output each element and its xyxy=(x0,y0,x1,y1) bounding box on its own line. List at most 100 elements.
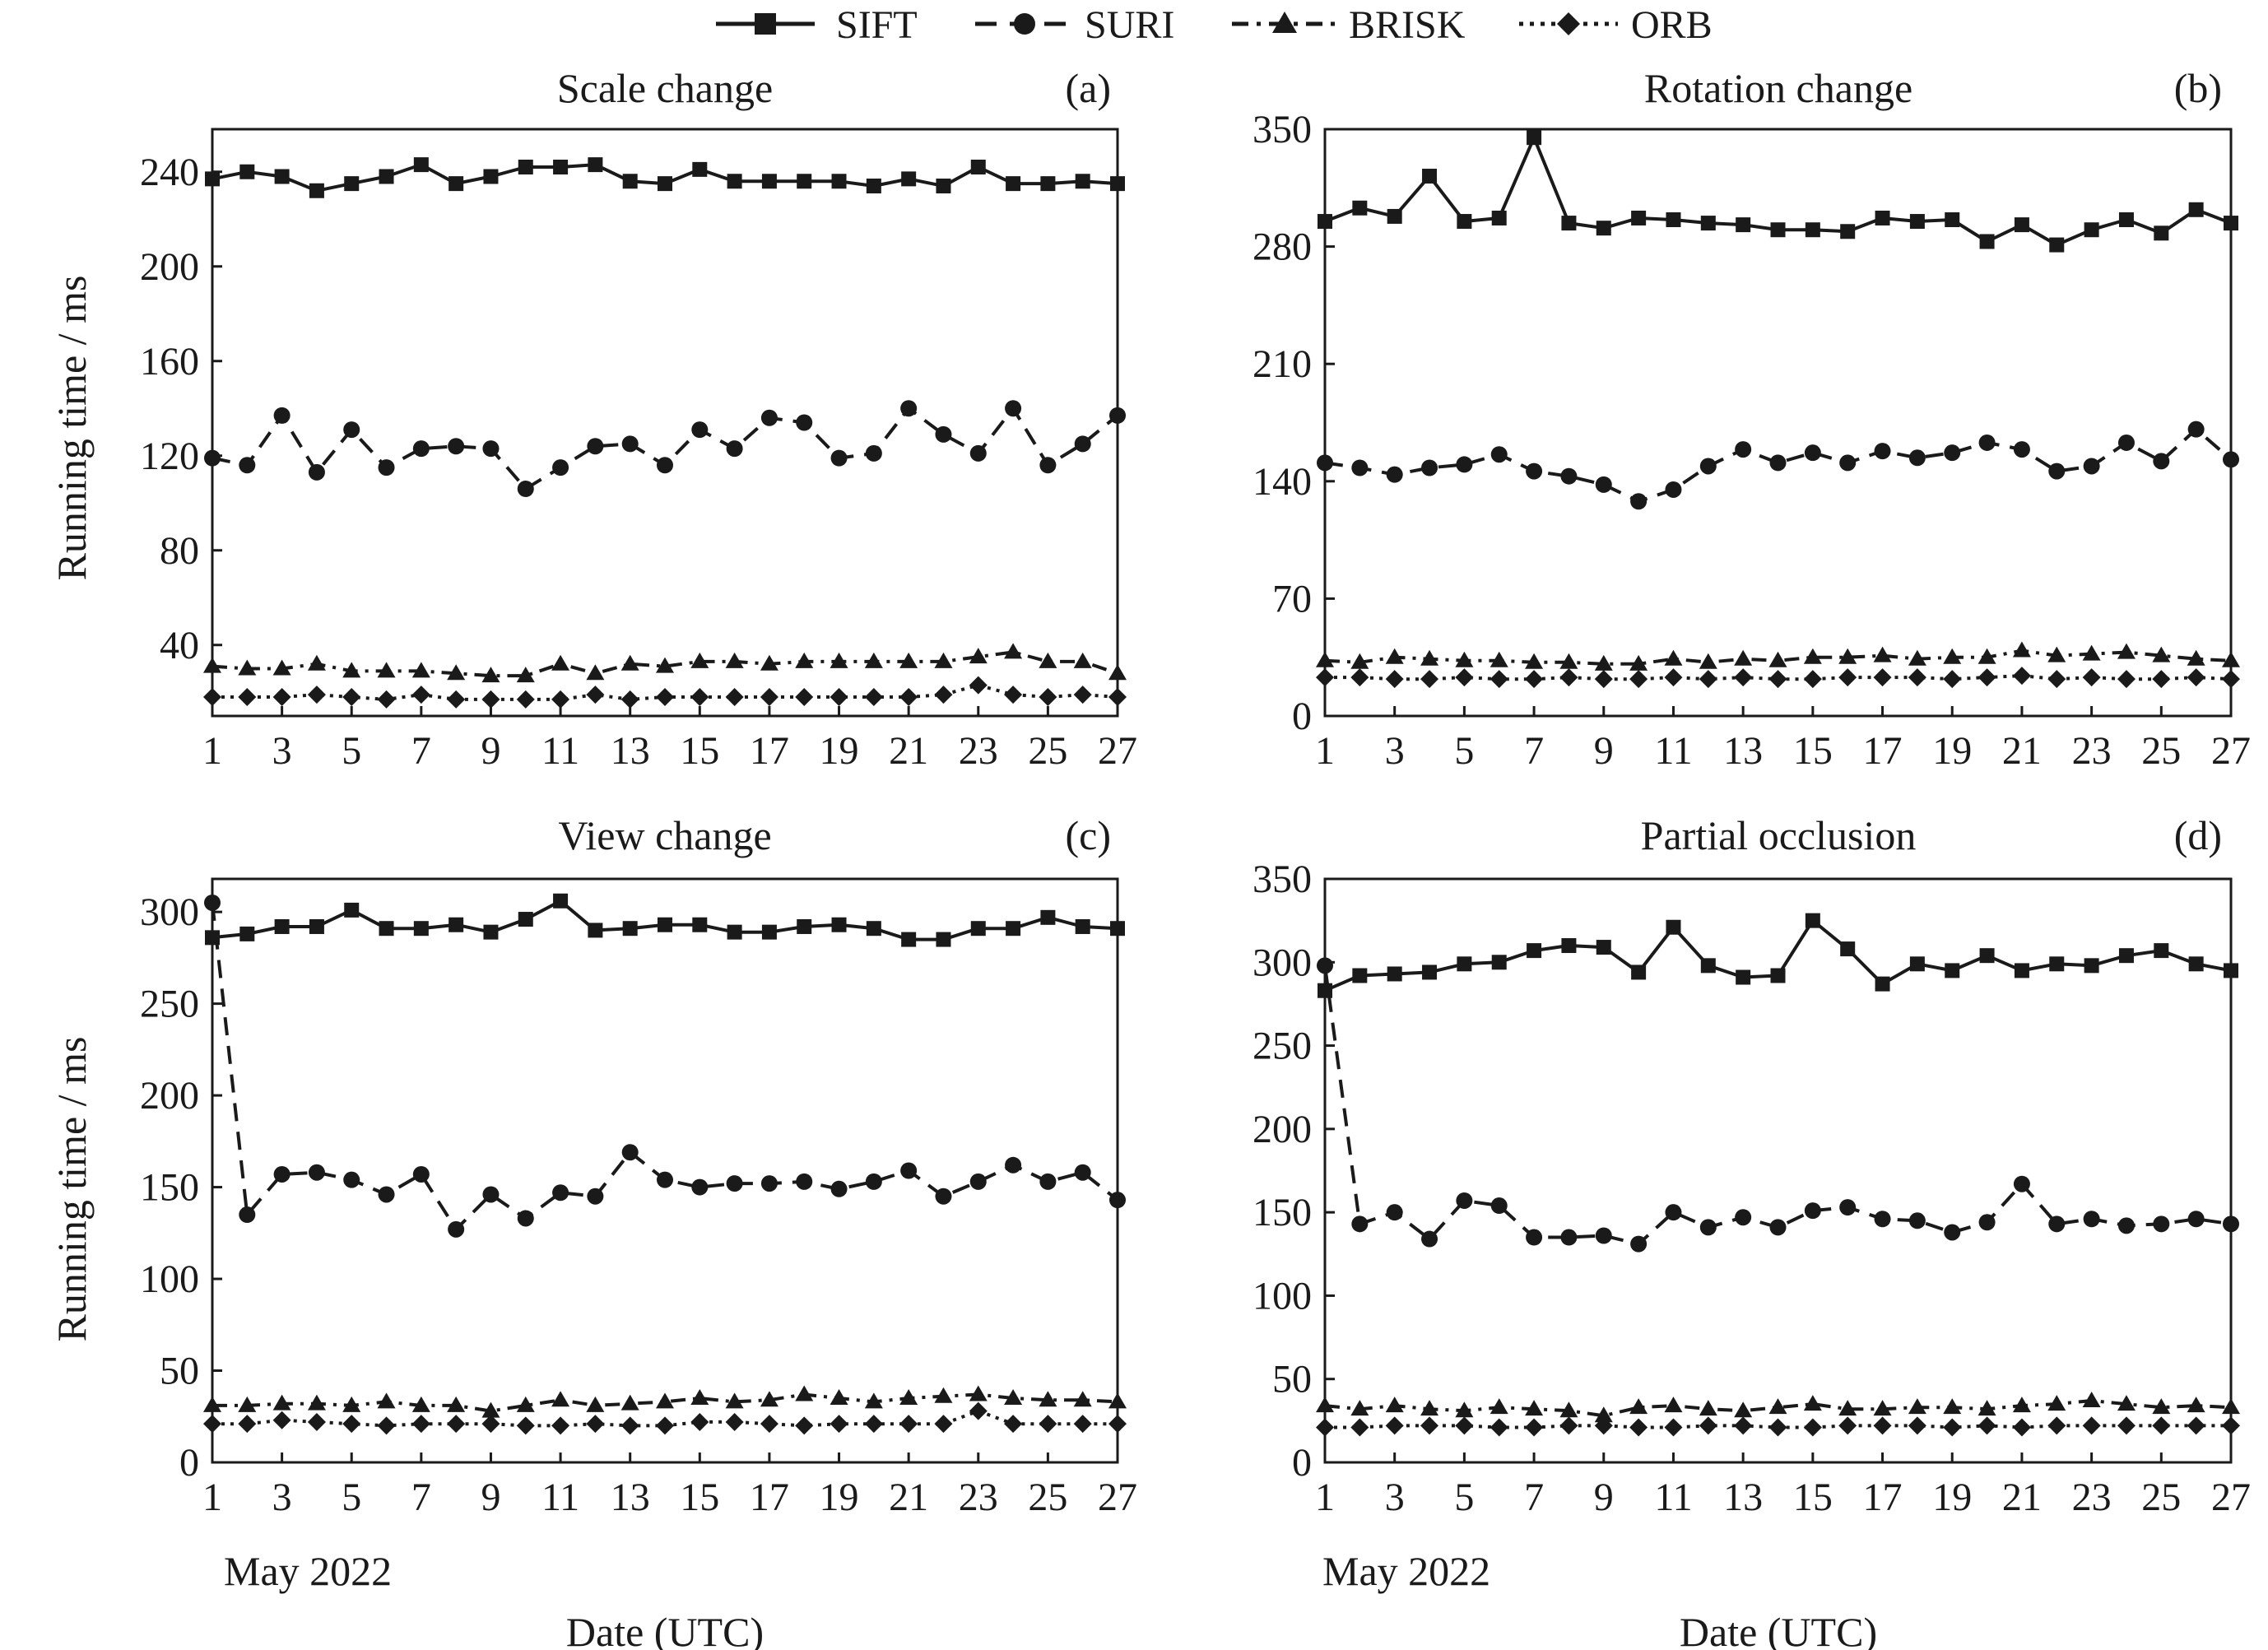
panel-d-series-sift-point-9 xyxy=(1631,964,1647,980)
panel-c-series-suri-point-4 xyxy=(343,1171,360,1188)
panel-b-series-brisk-point-18 xyxy=(1943,648,1962,664)
panel-d-xtick-label-2: 5 xyxy=(1454,1476,1474,1519)
panel-c-xtick-label-2: 5 xyxy=(342,1476,361,1519)
panel-c-xtick-label-5: 11 xyxy=(541,1476,579,1519)
panel-d-xtick-label-0: 1 xyxy=(1315,1476,1335,1519)
panel-b-xtick-label-3: 7 xyxy=(1524,729,1544,773)
panel-c-series-suri-point-13 xyxy=(657,1171,673,1188)
panel-d-series-sift-point-15 xyxy=(1840,941,1856,957)
panel-b-series-suri-point-15 xyxy=(1839,454,1857,472)
panel-b-series-suri-line xyxy=(1324,427,2233,504)
panel-c-series-orb-point-22 xyxy=(969,1401,988,1420)
panel-a-ytick-label-1: 80 xyxy=(160,529,199,573)
panel-b-series-suri-point-1 xyxy=(1351,459,1369,476)
panel-a-series-orb-point-21 xyxy=(934,686,953,704)
panel-a-series-sift-point-9 xyxy=(518,160,533,174)
panel-a-series-orb-point-15 xyxy=(725,688,744,706)
legend-item-sift: SIFT xyxy=(716,3,918,47)
panel-b-series-sift-point-3 xyxy=(1422,169,1438,184)
panel-b-series-orb-point-12 xyxy=(1734,668,1753,687)
panel-d-series-sift-point-1 xyxy=(1352,968,1368,983)
panel-d-series-suri-point-0 xyxy=(1317,957,1333,974)
panel-d-ytick-label-1: 50 xyxy=(1272,1358,1312,1401)
panel-a-series-brisk-point-19 xyxy=(864,652,883,668)
panel-c-xtick-label-9: 19 xyxy=(820,1476,859,1519)
panel-c-series-sift-point-1 xyxy=(239,926,255,941)
panel-a-series-orb-point-7 xyxy=(447,690,466,709)
panel-b-series-sift-point-12 xyxy=(1736,217,1751,233)
panel-a-xtick-label-5: 11 xyxy=(541,729,579,773)
panel-a-series-suri-point-7 xyxy=(448,438,465,455)
panel-b-series-orb-point-21 xyxy=(2047,670,2066,689)
panel-a-ytick-label-5: 240 xyxy=(140,151,199,194)
panel-c-series-sift-point-18 xyxy=(831,917,847,932)
panel-d-xtick-label-1: 3 xyxy=(1385,1476,1405,1519)
panel-a-series-sift-point-7 xyxy=(448,176,464,192)
panel-b-series-suri-point-16 xyxy=(1874,443,1891,460)
panel-b-ytick-label-4: 280 xyxy=(1253,225,1312,269)
panel-a-xtick-label-1: 3 xyxy=(272,729,292,773)
panel-b-series-brisk-point-4 xyxy=(1455,651,1474,667)
panel-c-series-suri-point-14 xyxy=(691,1178,709,1196)
panel-a-ytick-label-4: 200 xyxy=(140,245,199,289)
panel-a-ytick-label-2: 120 xyxy=(140,435,199,478)
panel-a-series-sift-point-19 xyxy=(866,179,881,193)
panel-d-series-suri-point-20 xyxy=(2013,1175,2030,1192)
panel-a-series-suri xyxy=(204,400,1126,497)
panel-c-title: View change xyxy=(558,812,771,858)
panel-a-series-suri-point-12 xyxy=(621,435,639,453)
panel-d-series-suri-point-5 xyxy=(1490,1197,1508,1215)
panel-c-series-sift-point-2 xyxy=(274,918,290,934)
panel-c-series-suri-point-1 xyxy=(239,1206,256,1224)
panel-d-series-orb-point-20 xyxy=(2012,1418,2031,1437)
panel-a-xtick-label-0: 1 xyxy=(202,729,222,773)
panel-d-series-orb-point-21 xyxy=(2047,1416,2066,1435)
panel-a-series-sift-point-22 xyxy=(970,160,986,174)
panel-d-series-brisk-point-0 xyxy=(1316,1397,1334,1413)
panel-d-series-suri-point-10 xyxy=(1665,1204,1682,1221)
panel-a-series-suri-point-20 xyxy=(900,400,918,417)
panel-a-series-suri-point-0 xyxy=(204,449,221,467)
panel-b-series-brisk-point-15 xyxy=(1838,648,1857,664)
panel-c-series-suri-point-22 xyxy=(969,1173,987,1190)
panel-d-series-brisk-point-17 xyxy=(1908,1398,1926,1415)
panel-c-series-suri-point-20 xyxy=(900,1162,918,1179)
panel-d-series-sift-point-7 xyxy=(1561,938,1577,954)
panel-d-series-sift-point-12 xyxy=(1736,969,1751,985)
panel-a-series-orb-point-6 xyxy=(411,686,430,704)
legend-sift-marker xyxy=(755,13,776,35)
panel-b-series-suri-point-9 xyxy=(1630,493,1648,510)
panel-b-series-sift-point-26 xyxy=(2224,216,2238,231)
panel-c-series-sift-point-16 xyxy=(761,924,777,940)
panel-b-series-orb-point-13 xyxy=(1768,670,1787,689)
panel-a-xtick-label-6: 13 xyxy=(611,729,650,773)
panel-a-series-sift-point-6 xyxy=(413,157,429,173)
panel-c-series-orb-point-13 xyxy=(656,1416,674,1435)
panel-c-series-orb-point-10 xyxy=(551,1416,570,1435)
panel-d-series-orb-point-4 xyxy=(1455,1416,1474,1435)
panel-b-series-brisk-point-3 xyxy=(1420,649,1439,666)
panel-d-series-suri-point-23 xyxy=(2117,1217,2135,1234)
panel-a-series-suri-point-14 xyxy=(691,421,709,439)
legend-item-brisk: BRISK xyxy=(1232,3,1466,47)
panel-a-series-brisk-point-3 xyxy=(307,654,326,671)
panel-a-series-sift-point-2 xyxy=(274,169,290,184)
panel-a-series-brisk-point-9 xyxy=(516,667,535,683)
panel-d-series-sift-point-18 xyxy=(1945,963,1960,978)
panel-d-series-sift-point-20 xyxy=(2014,963,2029,978)
panel-d-series-orb-point-3 xyxy=(1420,1416,1439,1435)
panel-a-title: Scale change xyxy=(557,65,773,111)
panel-d-series-brisk-point-24 xyxy=(2152,1398,2171,1415)
panel-a-series-suri-point-8 xyxy=(482,440,500,458)
panel-a-series-sift xyxy=(205,157,1125,198)
panel-a-series-brisk-point-12 xyxy=(620,654,639,671)
panel-c-series-suri-point-19 xyxy=(865,1173,882,1190)
panel-b-series-brisk-point-16 xyxy=(1873,646,1892,662)
panel-c-series-suri-point-18 xyxy=(830,1180,848,1197)
panel-b-series-suri xyxy=(1317,421,2239,510)
panel-d-series-sift-point-5 xyxy=(1491,955,1507,970)
panel-c-series-brisk-point-3 xyxy=(307,1394,326,1411)
panel-b-series-brisk-point-21 xyxy=(2047,646,2066,662)
panel-a-series-brisk-point-5 xyxy=(377,662,396,678)
